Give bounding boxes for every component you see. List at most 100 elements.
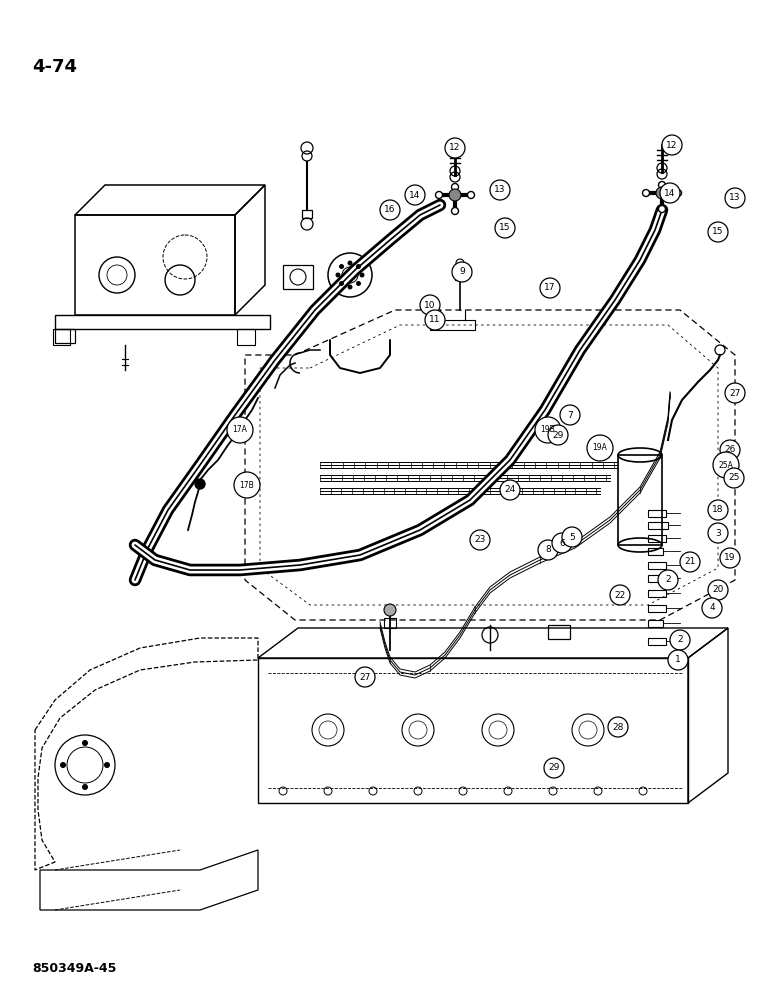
Text: 13: 13 xyxy=(729,194,741,202)
Text: 21: 21 xyxy=(684,558,696,566)
Circle shape xyxy=(662,135,682,155)
Circle shape xyxy=(449,189,461,201)
Bar xyxy=(648,548,663,555)
Bar xyxy=(648,510,666,517)
Text: 29: 29 xyxy=(552,430,564,440)
Circle shape xyxy=(656,187,668,199)
Bar xyxy=(384,618,396,628)
Circle shape xyxy=(356,264,361,269)
Circle shape xyxy=(708,500,728,520)
Text: 14: 14 xyxy=(665,188,675,198)
Circle shape xyxy=(452,208,459,215)
Text: 4-74: 4-74 xyxy=(32,58,77,76)
Circle shape xyxy=(725,383,745,403)
Bar xyxy=(548,625,570,639)
Text: 5: 5 xyxy=(569,532,575,542)
Text: 16: 16 xyxy=(385,206,395,215)
Circle shape xyxy=(82,784,88,790)
Circle shape xyxy=(708,222,728,242)
Circle shape xyxy=(544,758,564,778)
Circle shape xyxy=(435,192,442,198)
Circle shape xyxy=(713,452,739,478)
Bar xyxy=(648,590,666,597)
Circle shape xyxy=(445,138,465,158)
Bar xyxy=(55,329,75,343)
Circle shape xyxy=(60,762,66,768)
Circle shape xyxy=(725,188,745,208)
Circle shape xyxy=(500,480,520,500)
Text: 2: 2 xyxy=(677,636,682,645)
Text: 7: 7 xyxy=(567,410,573,420)
Text: 29: 29 xyxy=(548,764,560,772)
Text: 12: 12 xyxy=(666,140,678,149)
Circle shape xyxy=(658,206,665,213)
Circle shape xyxy=(380,200,400,220)
Circle shape xyxy=(339,281,344,286)
Text: 19A: 19A xyxy=(593,444,608,452)
Text: 14: 14 xyxy=(410,190,420,200)
Circle shape xyxy=(495,218,515,238)
Circle shape xyxy=(348,284,353,290)
Circle shape xyxy=(355,667,375,687)
Bar xyxy=(75,215,235,315)
Circle shape xyxy=(490,180,510,200)
Text: 22: 22 xyxy=(615,590,626,599)
Circle shape xyxy=(420,295,440,315)
Circle shape xyxy=(658,182,665,188)
Bar xyxy=(283,265,313,289)
Circle shape xyxy=(540,278,560,298)
Text: 6: 6 xyxy=(559,538,565,548)
Bar xyxy=(55,329,75,343)
Text: 13: 13 xyxy=(495,186,505,194)
Circle shape xyxy=(670,630,690,650)
Text: 4: 4 xyxy=(709,603,714,612)
Circle shape xyxy=(668,650,688,670)
Circle shape xyxy=(195,479,205,489)
Text: 12: 12 xyxy=(449,143,461,152)
Circle shape xyxy=(535,417,561,443)
Circle shape xyxy=(643,190,650,196)
Circle shape xyxy=(587,435,613,461)
Circle shape xyxy=(560,405,580,425)
Circle shape xyxy=(660,183,680,203)
Circle shape xyxy=(360,272,364,277)
Bar xyxy=(455,274,465,280)
Circle shape xyxy=(335,272,341,277)
Circle shape xyxy=(708,523,728,543)
Circle shape xyxy=(610,585,630,605)
Text: 24: 24 xyxy=(505,486,516,494)
Circle shape xyxy=(452,262,472,282)
Text: 28: 28 xyxy=(612,722,624,732)
Circle shape xyxy=(82,740,88,746)
Circle shape xyxy=(356,281,361,286)
Circle shape xyxy=(724,468,744,488)
Text: 15: 15 xyxy=(499,224,511,232)
Circle shape xyxy=(658,570,678,590)
Bar xyxy=(648,575,668,582)
Text: 17A: 17A xyxy=(232,426,247,434)
Bar xyxy=(648,535,666,542)
Bar xyxy=(430,320,475,330)
Circle shape xyxy=(234,472,260,498)
Text: 9: 9 xyxy=(459,267,465,276)
Text: 17B: 17B xyxy=(239,481,254,489)
Circle shape xyxy=(552,533,572,553)
Text: 3: 3 xyxy=(715,528,721,538)
Text: 20: 20 xyxy=(712,585,724,594)
Circle shape xyxy=(467,192,474,198)
Circle shape xyxy=(548,425,568,445)
Bar xyxy=(302,210,312,218)
Text: 11: 11 xyxy=(429,316,441,324)
Circle shape xyxy=(538,540,558,560)
Bar xyxy=(55,315,270,329)
Text: 26: 26 xyxy=(725,446,736,454)
Text: 23: 23 xyxy=(474,536,486,544)
Bar xyxy=(648,562,666,569)
Text: 10: 10 xyxy=(424,300,436,310)
Circle shape xyxy=(720,548,740,568)
Circle shape xyxy=(702,598,722,618)
Circle shape xyxy=(348,260,353,265)
Text: 27: 27 xyxy=(729,388,741,397)
Circle shape xyxy=(425,310,445,330)
Circle shape xyxy=(405,185,425,205)
